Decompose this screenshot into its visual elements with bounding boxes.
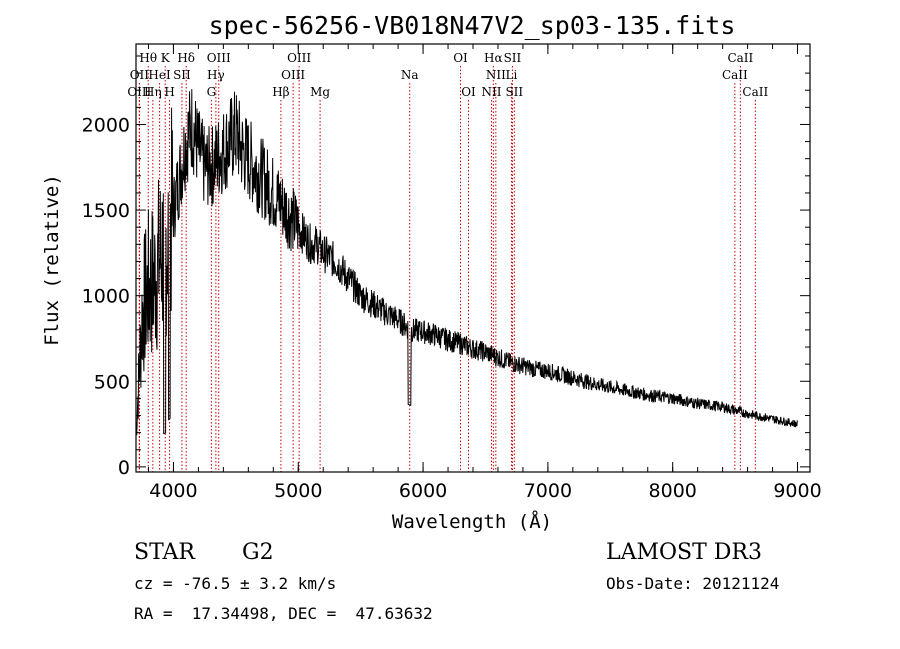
chart-title: spec-56256-VB018N47V2_sp03-135.fits	[209, 11, 736, 40]
line-marker-label: Mg	[310, 85, 330, 99]
line-marker-label: HeI	[148, 68, 171, 82]
line-marker-label: K	[161, 51, 171, 65]
line-marker-label: CaII	[727, 51, 753, 65]
x-tick-label: 4000	[149, 480, 197, 502]
observation-date: Obs-Date: 20121124	[606, 574, 780, 593]
spectral-subclass: G2	[242, 540, 274, 565]
line-marker-label: H	[164, 85, 174, 99]
line-marker-label: OIII	[207, 51, 231, 65]
line-marker-label: OIII	[281, 68, 305, 82]
plot-frame	[135, 43, 811, 473]
line-marker-label: SII	[173, 68, 191, 82]
line-marker-label: Na	[401, 68, 419, 82]
line-marker-label: SII	[505, 85, 523, 99]
line-marker-label: Hγ	[207, 68, 225, 82]
line-marker-label: Hβ	[272, 85, 289, 99]
line-marker-label: NII	[486, 68, 506, 82]
line-marker-label: G	[207, 85, 217, 99]
x-tick-label: 7000	[524, 480, 572, 502]
line-marker-label: Hδ	[177, 51, 195, 65]
survey-name: LAMOST DR3	[606, 540, 762, 565]
line-marker-label: OI	[453, 51, 468, 65]
x-tick-label: 6000	[399, 480, 447, 502]
x-axis-label: Wavelength (Å)	[392, 510, 552, 533]
y-tick-label: 2000	[82, 114, 130, 136]
line-marker-label: NII	[481, 85, 501, 99]
line-marker-label: Hη	[144, 85, 162, 99]
x-tick-label: 8000	[649, 480, 697, 502]
y-axis-label: Flux (relative)	[41, 174, 63, 346]
y-tick-label: 500	[94, 371, 130, 393]
y-tick-label: 1500	[82, 200, 130, 222]
line-marker-label: SII	[504, 51, 522, 65]
line-marker-label: CaII	[742, 85, 768, 99]
line-marker-label: OI	[461, 85, 476, 99]
line-marker-label: Hθ	[139, 51, 157, 65]
spectrum-line	[135, 89, 798, 436]
y-tick-label: 0	[118, 457, 130, 479]
emission-line-labels: Hθ OII OIII K HeI Hη SII H Hδ OIII Hγ G OIII OIII Hβ Mg…	[127, 51, 768, 99]
object-class: STAR	[134, 540, 195, 565]
line-marker-label: Li	[506, 68, 518, 82]
line-marker-label: OIII	[287, 51, 311, 65]
line-marker-label: Hα	[484, 51, 503, 65]
x-tick-label: 9000	[773, 480, 821, 502]
line-marker-label: OIII	[127, 85, 151, 99]
line-marker-label: OII	[130, 68, 150, 82]
coordinates: RA = 17.34498, DEC = 47.63632	[134, 604, 433, 623]
x-tick-label: 5000	[274, 480, 322, 502]
line-marker-label: CaII	[722, 68, 748, 82]
velocity-readout: cz = -76.5 ± 3.2 km/s	[134, 574, 337, 593]
axis-ticks: 4000 5000 6000 7000 8000 9000 0 500 1000 1500 2000	[82, 44, 822, 502]
y-tick-label: 1000	[82, 286, 130, 308]
